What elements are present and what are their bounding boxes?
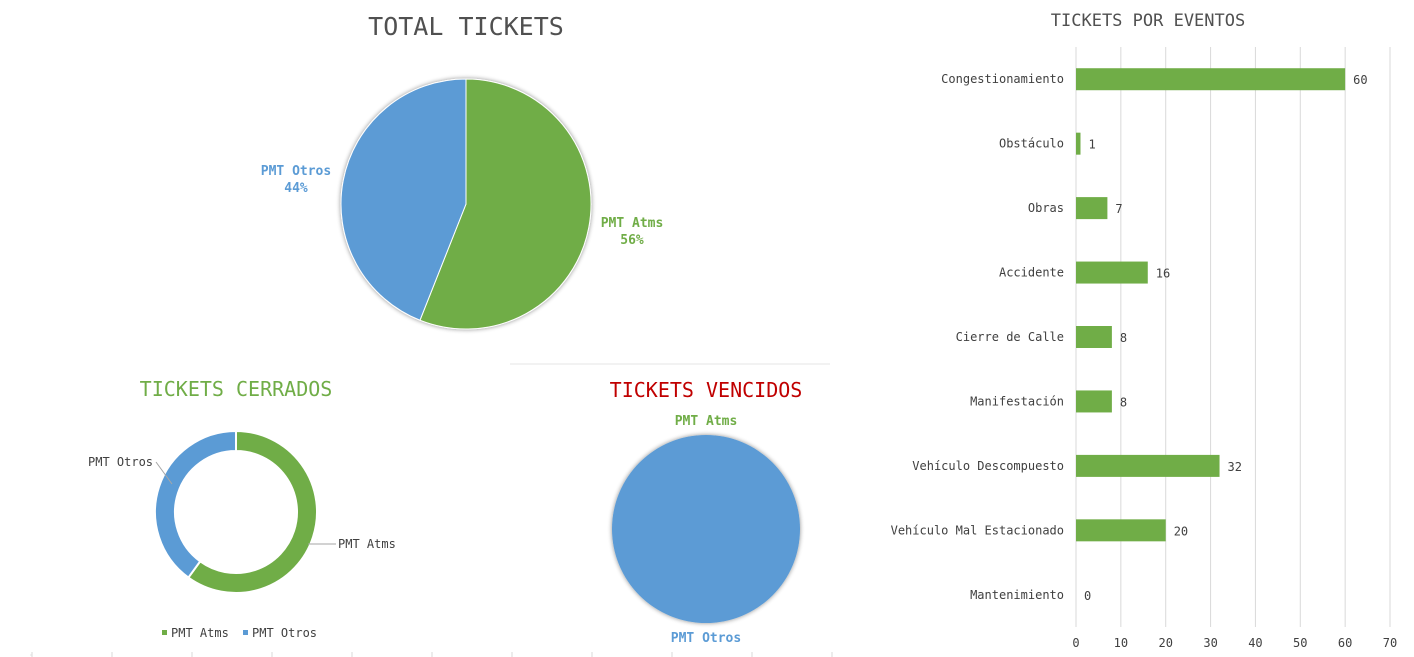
donut-label-atms: PMT Atms	[338, 537, 396, 551]
pie1-label-otros-name: PMT Otros	[261, 164, 331, 179]
bar-category-label: Manifestación	[970, 394, 1064, 408]
bar-x-tick-label: 60	[1338, 636, 1352, 650]
tickets-vencidos-chart: TICKETS VENCIDOS PMT Atms PMT Otros	[610, 378, 803, 646]
donut-leader-otros	[155, 461, 173, 485]
bar-category-label: Congestionamiento	[941, 72, 1064, 86]
legend-label-otros: PMT Otros	[252, 626, 317, 640]
tickets-cerrados-title: TICKETS CERRADOS	[140, 377, 333, 401]
pie1-slice-pmt-otros	[340, 78, 467, 321]
tickets-vencidos-pie	[612, 435, 800, 623]
bar-3	[1076, 261, 1148, 284]
bar-0	[1076, 68, 1346, 91]
bar-value-label: 20	[1174, 524, 1188, 538]
bar-value-label: 0	[1084, 589, 1091, 603]
donut-slice-pmt-otros	[154, 429, 237, 579]
bar-category-label: Obras	[1028, 201, 1064, 215]
bar-category-label: Accidente	[999, 266, 1064, 280]
legend-marker-atms	[162, 630, 167, 635]
bar-value-label: 60	[1353, 73, 1367, 87]
bar-category-label: Obstáculo	[999, 137, 1064, 151]
bar-x-tick-label: 30	[1203, 636, 1217, 650]
bar-1	[1076, 132, 1081, 155]
bar-category-label: Cierre de Calle	[956, 330, 1064, 344]
tickets-vencidos-title: TICKETS VENCIDOS	[610, 378, 803, 402]
bar-value-label: 8	[1120, 395, 1127, 409]
pie1-label-otros-value: 44%	[284, 181, 308, 196]
bar-value-label: 1	[1088, 138, 1095, 152]
bar-2	[1076, 197, 1108, 220]
bar-4	[1076, 326, 1112, 348]
total-tickets-pie	[340, 78, 592, 330]
legend-marker-otros	[243, 630, 248, 635]
pie3-label-atms: PMT Atms	[675, 414, 738, 429]
total-tickets-title: TOTAL TICKETS	[368, 12, 564, 41]
bar-category-label: Vehículo Mal Estacionado	[891, 523, 1064, 537]
pie1-label-atms-name: PMT Atms	[601, 216, 664, 231]
bar-x-tick-label: 70	[1383, 636, 1397, 650]
bar-value-label: 7	[1115, 202, 1122, 216]
bar-x-tick-label: 0	[1072, 636, 1079, 650]
bar-value-label: 32	[1228, 460, 1242, 474]
bar-x-tick-label: 50	[1293, 636, 1307, 650]
total-tickets-chart: TOTAL TICKETS PMT Atms 56% PMT Otros 44%	[261, 12, 664, 330]
tickets-por-eventos-chart: TICKETS POR EVENTOS Congestionamiento Obs…	[891, 11, 1398, 650]
bar-value-label: 16	[1156, 267, 1170, 281]
legend-label-atms: PMT Atms	[171, 626, 229, 640]
pie1-slice-pmt-atms	[419, 78, 592, 330]
pie3-slice-pmt-otros	[612, 435, 800, 623]
donut-slice-pmt-atms	[186, 429, 318, 594]
tickets-cerrados-chart: TICKETS CERRADOS PMT Otros PMT Atms PMT …	[88, 377, 396, 640]
bar-category-label: Vehículo Descompuesto	[912, 459, 1064, 473]
bar-x-tick-label: 40	[1248, 636, 1262, 650]
bottom-axis-ticks	[31, 652, 833, 657]
pie1-label-atms-value: 56%	[620, 233, 644, 248]
bar-6	[1076, 454, 1220, 477]
bar-value-label: 8	[1120, 331, 1127, 345]
bar-x-tick-label: 10	[1114, 636, 1128, 650]
donut-label-otros: PMT Otros	[88, 455, 153, 469]
bar-5	[1076, 390, 1112, 413]
donut-legend: PMT Atms PMT Otros	[162, 626, 317, 640]
bar-x-tick-label: 20	[1158, 636, 1172, 650]
bar-7	[1076, 519, 1166, 542]
pie3-label-otros: PMT Otros	[671, 631, 741, 646]
tickets-por-eventos-title: TICKETS POR EVENTOS	[1051, 11, 1245, 31]
bar-category-label: Mantenimiento	[970, 588, 1064, 602]
